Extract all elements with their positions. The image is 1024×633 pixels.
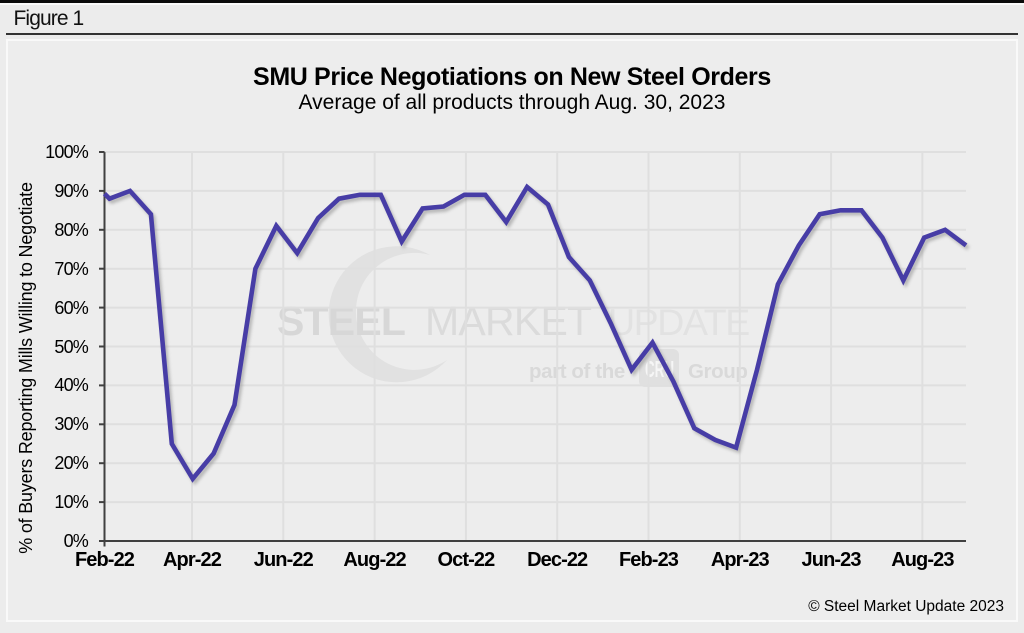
- svg-text:part of the: part of the: [529, 360, 625, 383]
- svg-text:Group: Group: [688, 360, 748, 383]
- svg-text:STEEL: STEEL: [277, 298, 405, 344]
- svg-text:MARKET: MARKET: [425, 298, 592, 344]
